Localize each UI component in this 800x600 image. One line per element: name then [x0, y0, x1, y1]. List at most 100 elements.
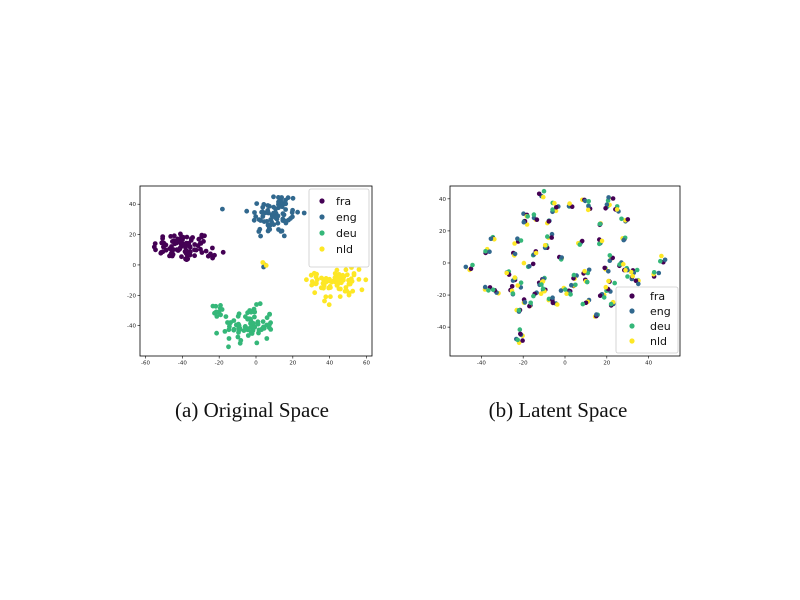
- point-fra: [192, 253, 198, 259]
- point-nld: [564, 291, 569, 297]
- point-deu: [486, 288, 491, 293]
- point-nld: [328, 294, 333, 300]
- point-nld: [524, 222, 530, 227]
- point-deu: [255, 319, 261, 325]
- point-eng: [586, 204, 591, 209]
- point-nld: [323, 294, 329, 300]
- point-eng: [549, 231, 555, 237]
- point-deu: [257, 301, 263, 307]
- point-eng: [522, 299, 528, 305]
- point-nld: [334, 267, 340, 273]
- point-deu: [251, 306, 257, 312]
- point-eng: [281, 233, 287, 239]
- point-deu: [222, 329, 228, 334]
- legend-b-label-nld: nld: [650, 335, 667, 348]
- point-eng: [527, 264, 532, 269]
- point-deu: [235, 313, 241, 319]
- x-tick-label: -20: [215, 361, 224, 367]
- y-tick-label: 20: [129, 233, 136, 239]
- point-deu: [247, 308, 253, 313]
- point-nld: [342, 288, 348, 294]
- point-fra: [554, 205, 559, 210]
- point-deu: [580, 301, 586, 307]
- point-nld: [585, 207, 591, 213]
- point-deu: [607, 253, 613, 258]
- point-deu: [528, 300, 533, 306]
- point-fra: [187, 252, 193, 258]
- point-deu: [214, 330, 220, 336]
- point-eng: [290, 214, 295, 220]
- point-eng: [550, 295, 555, 301]
- caption-original-space: (a) Original Space: [175, 398, 329, 422]
- point-fra: [534, 217, 540, 222]
- point-nld: [337, 294, 343, 299]
- point-fra: [168, 234, 174, 239]
- point-eng: [656, 270, 662, 276]
- point-eng: [594, 312, 599, 317]
- point-deu: [658, 258, 663, 264]
- point-nld: [319, 275, 324, 281]
- point-deu: [617, 262, 622, 267]
- legend-b-label-eng: eng: [650, 305, 671, 318]
- point-eng: [289, 210, 295, 215]
- point-nld: [326, 277, 332, 283]
- point-deu: [226, 344, 231, 350]
- point-nld: [343, 267, 349, 273]
- point-fra: [220, 249, 226, 255]
- point-fra: [170, 239, 175, 244]
- point-eng: [488, 236, 494, 242]
- x-tick-label: 40: [645, 361, 652, 367]
- point-nld: [541, 194, 546, 200]
- point-eng: [285, 195, 291, 201]
- point-deu: [612, 280, 617, 286]
- point-deu: [243, 314, 248, 320]
- point-eng: [512, 251, 518, 257]
- point-nld: [659, 253, 664, 259]
- point-nld: [538, 291, 544, 297]
- point-eng: [257, 226, 263, 232]
- point-nld: [356, 267, 362, 272]
- point-eng: [279, 228, 285, 234]
- panel-a-ticks: -60 -40 -20 0 20 40 60 -40 -20 0 20 40: [127, 202, 370, 366]
- point-nld: [309, 282, 315, 288]
- panel-a-points: [151, 194, 369, 350]
- point-fra: [509, 284, 515, 289]
- point-eng: [251, 217, 257, 223]
- point-eng: [253, 214, 259, 220]
- point-nld: [344, 272, 350, 278]
- point-nld: [521, 260, 527, 266]
- point-fra: [198, 246, 203, 252]
- point-eng: [283, 220, 289, 226]
- point-nld: [312, 290, 318, 296]
- point-deu: [634, 267, 640, 273]
- point-deu: [235, 334, 241, 340]
- y-tick-label: 20: [439, 229, 446, 235]
- point-deu: [531, 212, 537, 217]
- point-nld: [567, 201, 572, 206]
- point-deu: [236, 327, 242, 333]
- point-fra: [178, 231, 183, 237]
- point-deu: [619, 216, 624, 222]
- legend-marker-eng: [319, 214, 325, 220]
- point-fra: [536, 191, 542, 197]
- point-deu: [516, 308, 522, 313]
- y-tick-label: -20: [437, 293, 446, 299]
- point-eng: [273, 206, 278, 212]
- point-eng: [301, 210, 307, 216]
- point-eng: [264, 219, 270, 224]
- point-nld: [515, 283, 520, 288]
- point-deu: [254, 340, 260, 346]
- point-deu: [540, 286, 546, 292]
- point-nld: [630, 273, 635, 279]
- x-tick-label: 20: [603, 361, 610, 367]
- point-nld: [348, 277, 354, 283]
- point-fra: [210, 245, 215, 251]
- point-deu: [510, 291, 516, 296]
- point-nld: [318, 285, 324, 291]
- point-nld: [322, 298, 327, 304]
- point-fra: [468, 266, 474, 272]
- point-deu: [470, 262, 475, 268]
- point-eng: [265, 203, 271, 208]
- point-eng: [265, 228, 271, 234]
